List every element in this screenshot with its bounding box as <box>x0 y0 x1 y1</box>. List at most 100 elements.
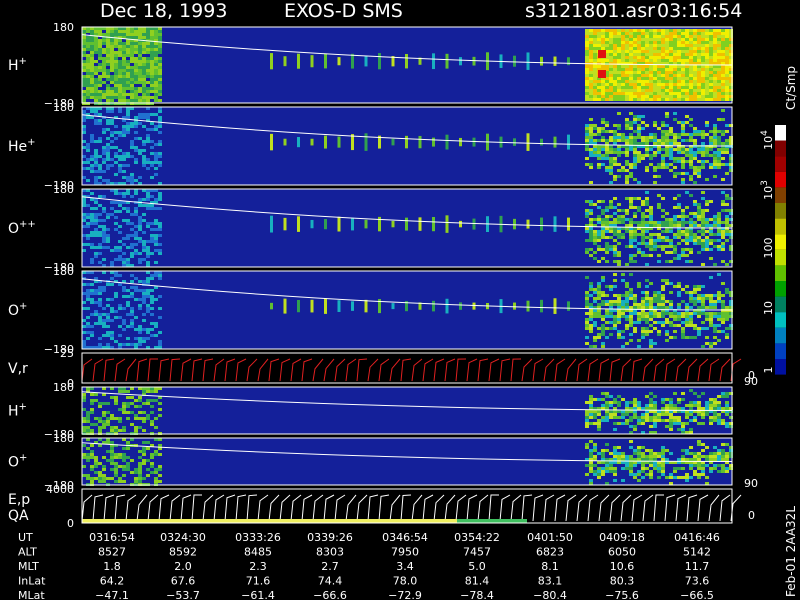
pixel <box>649 56 653 59</box>
pixel <box>709 404 713 407</box>
pixel <box>114 75 118 78</box>
pixel <box>657 77 661 80</box>
pixel <box>661 297 665 300</box>
pixel <box>689 50 693 53</box>
pixel <box>701 35 705 38</box>
pixel <box>709 145 713 148</box>
pixel <box>86 477 90 480</box>
pixel <box>150 90 154 93</box>
pixel <box>657 163 661 166</box>
pixel <box>118 201 122 204</box>
pixel <box>94 87 98 90</box>
pixel <box>689 413 693 416</box>
pixel <box>106 90 110 93</box>
pixel <box>146 240 150 243</box>
pixel <box>138 337 142 340</box>
pixel <box>725 461 729 464</box>
pixel <box>721 118 725 121</box>
pixel <box>677 303 681 306</box>
pixel <box>589 236 593 239</box>
pixel <box>138 60 142 63</box>
spike <box>364 219 368 229</box>
pixel <box>713 221 717 224</box>
pixel <box>138 261 142 264</box>
pixel <box>641 212 645 215</box>
pixel <box>94 81 98 84</box>
pixel <box>717 59 721 62</box>
pixel <box>669 29 673 32</box>
pixel <box>701 89 705 92</box>
pixel <box>725 422 729 425</box>
pixel <box>661 133 665 136</box>
pixel <box>585 56 589 59</box>
pixel <box>90 402 94 405</box>
pixel <box>142 90 146 93</box>
pixel <box>625 47 629 50</box>
pixel <box>629 121 633 124</box>
pixel <box>122 99 126 102</box>
pixel <box>713 245 717 248</box>
pixel <box>597 245 601 248</box>
pixel <box>86 158 90 161</box>
pixel <box>609 35 613 38</box>
pixel <box>613 148 617 151</box>
pixel <box>82 331 86 334</box>
pixel <box>106 167 110 170</box>
pixel <box>114 340 118 343</box>
spike <box>310 55 314 68</box>
pixel <box>713 467 717 470</box>
pixel <box>641 65 645 68</box>
pixel <box>138 228 142 231</box>
pixel <box>82 84 86 87</box>
pixel <box>705 38 709 41</box>
row-label: MLat <box>18 589 45 600</box>
pixel <box>86 60 90 63</box>
pixel <box>82 155 86 158</box>
pixel <box>86 161 90 164</box>
pixel <box>146 51 150 54</box>
pixel <box>114 72 118 75</box>
pixel <box>657 461 661 464</box>
pixel <box>693 53 697 56</box>
pixel <box>713 127 717 130</box>
pixel <box>633 416 637 419</box>
pixel <box>114 60 118 63</box>
pixel <box>593 410 597 413</box>
pixel <box>138 237 142 240</box>
pixel <box>585 95 589 98</box>
pixel <box>150 63 154 66</box>
pixel <box>154 125 158 128</box>
pixel <box>138 462 142 465</box>
pixel <box>605 80 609 83</box>
pixel <box>709 461 713 464</box>
pixel <box>717 157 721 160</box>
pixel <box>605 230 609 233</box>
pixel <box>138 72 142 75</box>
pixel <box>693 300 697 303</box>
pixel <box>641 62 645 65</box>
pixel <box>118 54 122 57</box>
pixel <box>625 227 629 230</box>
pixel <box>158 30 162 33</box>
pixel <box>669 56 673 59</box>
pixel <box>90 261 94 264</box>
pixel <box>589 148 593 151</box>
pixel <box>661 446 665 449</box>
pixel <box>633 139 637 142</box>
pixel <box>693 401 697 404</box>
pixel <box>633 309 637 312</box>
pixel <box>645 413 649 416</box>
pixel <box>138 137 142 140</box>
pixel <box>725 59 729 62</box>
pixel <box>585 230 589 233</box>
pixel <box>142 243 146 246</box>
pixel <box>689 389 693 392</box>
pixel <box>98 63 102 66</box>
pixel <box>122 119 126 122</box>
pixel <box>110 417 114 420</box>
pixel <box>633 92 637 95</box>
pixel <box>709 342 713 345</box>
pixel <box>705 294 709 297</box>
axis-bottom: −180 <box>44 343 74 356</box>
pixel <box>601 233 605 236</box>
